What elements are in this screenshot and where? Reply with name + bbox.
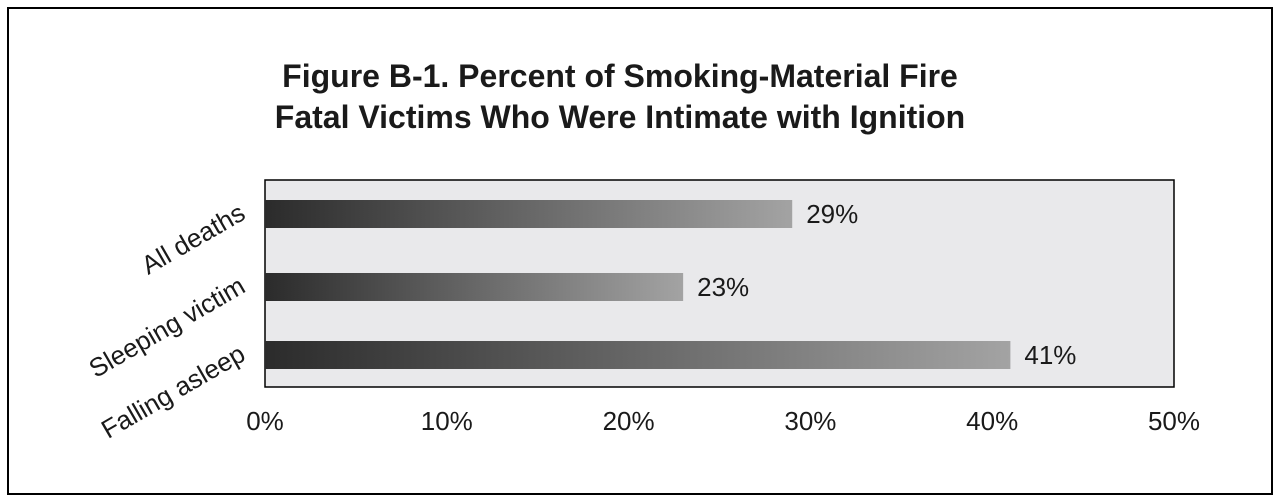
x-tick-label-6: 50%: [1148, 406, 1200, 436]
value-label-1: 29%: [806, 199, 858, 229]
x-tick-label-3: 20%: [603, 406, 655, 436]
x-tick-label-5: 40%: [966, 406, 1018, 436]
chart-title-line-1: Figure B-1. Percent of Smoking-Material …: [282, 58, 958, 94]
value-label-2: 23%: [697, 272, 749, 302]
bar-2: [265, 273, 684, 301]
chart-title: Figure B-1. Percent of Smoking-Material …: [0, 56, 1240, 138]
value-labels: 29% 23% 41%: [697, 199, 1076, 370]
chart-title-line-2: Fatal Victims Who Were Intimate with Ign…: [274, 99, 966, 135]
bar-1: [265, 200, 793, 228]
x-tick-labels: 0% 10% 20% 30% 40% 50%: [246, 406, 1200, 436]
category-label-1: All deaths: [136, 197, 250, 280]
x-tick-label-4: 30%: [784, 406, 836, 436]
value-label-3: 41%: [1024, 340, 1076, 370]
x-tick-label-1: 0%: [246, 406, 284, 436]
bar-3: [265, 341, 1011, 369]
bars: [265, 200, 1011, 369]
x-tick-label-2: 10%: [421, 406, 473, 436]
